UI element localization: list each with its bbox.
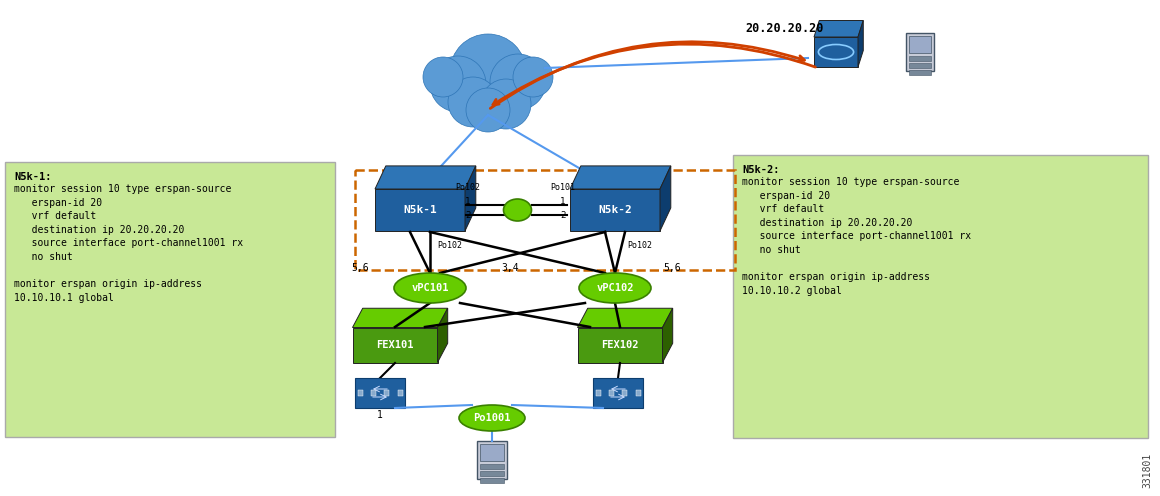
Text: FEX102: FEX102 <box>601 340 639 350</box>
FancyBboxPatch shape <box>5 162 335 437</box>
Text: monitor session 10 type erspan-source
   erspan-id 20
   vrf default
   destinat: monitor session 10 type erspan-source er… <box>14 184 244 303</box>
Circle shape <box>490 54 546 110</box>
Ellipse shape <box>579 273 651 303</box>
Text: 2: 2 <box>465 210 471 220</box>
Text: vPC102: vPC102 <box>596 283 633 293</box>
Text: Po102: Po102 <box>628 241 652 249</box>
Text: 2: 2 <box>560 210 566 220</box>
FancyBboxPatch shape <box>477 441 507 479</box>
Circle shape <box>448 77 498 127</box>
Circle shape <box>450 34 525 110</box>
Bar <box>570 189 660 231</box>
Bar <box>578 327 662 363</box>
Bar <box>357 390 362 396</box>
Bar <box>909 70 931 75</box>
Bar <box>480 444 503 461</box>
Ellipse shape <box>459 405 525 431</box>
Bar <box>353 327 437 363</box>
Bar <box>622 390 628 396</box>
Polygon shape <box>660 166 670 231</box>
Bar <box>609 390 614 396</box>
Text: vPC101: vPC101 <box>412 283 449 293</box>
Text: Po1001: Po1001 <box>473 413 510 423</box>
Bar <box>480 478 503 483</box>
Polygon shape <box>465 166 476 231</box>
Text: Po102: Po102 <box>456 184 480 192</box>
Bar <box>355 378 405 408</box>
Text: 1: 1 <box>465 197 471 206</box>
Text: 20.20.20.20: 20.20.20.20 <box>746 21 825 35</box>
Polygon shape <box>662 308 673 363</box>
Text: 331801: 331801 <box>1141 453 1152 488</box>
Text: 5,6: 5,6 <box>351 263 369 273</box>
Circle shape <box>481 79 531 129</box>
Text: Po102: Po102 <box>437 241 463 249</box>
Polygon shape <box>814 20 863 37</box>
Text: N5k-1:: N5k-1: <box>14 172 51 182</box>
Bar <box>909 36 931 53</box>
Circle shape <box>430 56 486 112</box>
Text: N5k-1: N5k-1 <box>404 205 437 215</box>
Text: N5k-2:: N5k-2: <box>742 165 780 175</box>
Bar <box>384 390 389 396</box>
Text: FEX101: FEX101 <box>376 340 414 350</box>
Text: 3,4: 3,4 <box>501 263 519 273</box>
Polygon shape <box>570 166 670 189</box>
Bar <box>371 390 376 396</box>
Polygon shape <box>353 308 448 327</box>
Circle shape <box>423 57 463 97</box>
Circle shape <box>466 88 510 132</box>
Polygon shape <box>578 308 673 327</box>
Bar <box>593 378 643 408</box>
Ellipse shape <box>503 199 531 221</box>
Text: 1: 1 <box>377 410 383 420</box>
Text: 1: 1 <box>560 197 566 206</box>
Bar <box>636 390 640 396</box>
Bar <box>375 189 465 231</box>
Bar <box>595 390 601 396</box>
Polygon shape <box>375 166 476 189</box>
Polygon shape <box>858 20 863 67</box>
Polygon shape <box>437 308 448 363</box>
FancyBboxPatch shape <box>733 155 1148 438</box>
Bar <box>398 390 403 396</box>
Bar <box>909 63 931 68</box>
Text: Po101: Po101 <box>551 184 575 192</box>
Ellipse shape <box>394 273 466 303</box>
Bar <box>814 37 858 67</box>
Bar <box>909 56 931 61</box>
Text: monitor session 10 type erspan-source
   erspan-id 20
   vrf default
   destinat: monitor session 10 type erspan-source er… <box>742 177 971 296</box>
Text: 5,6: 5,6 <box>664 263 681 273</box>
Text: N5k-2: N5k-2 <box>599 205 632 215</box>
Circle shape <box>513 57 553 97</box>
Bar <box>480 464 503 469</box>
Bar <box>480 471 503 476</box>
FancyBboxPatch shape <box>906 33 934 71</box>
